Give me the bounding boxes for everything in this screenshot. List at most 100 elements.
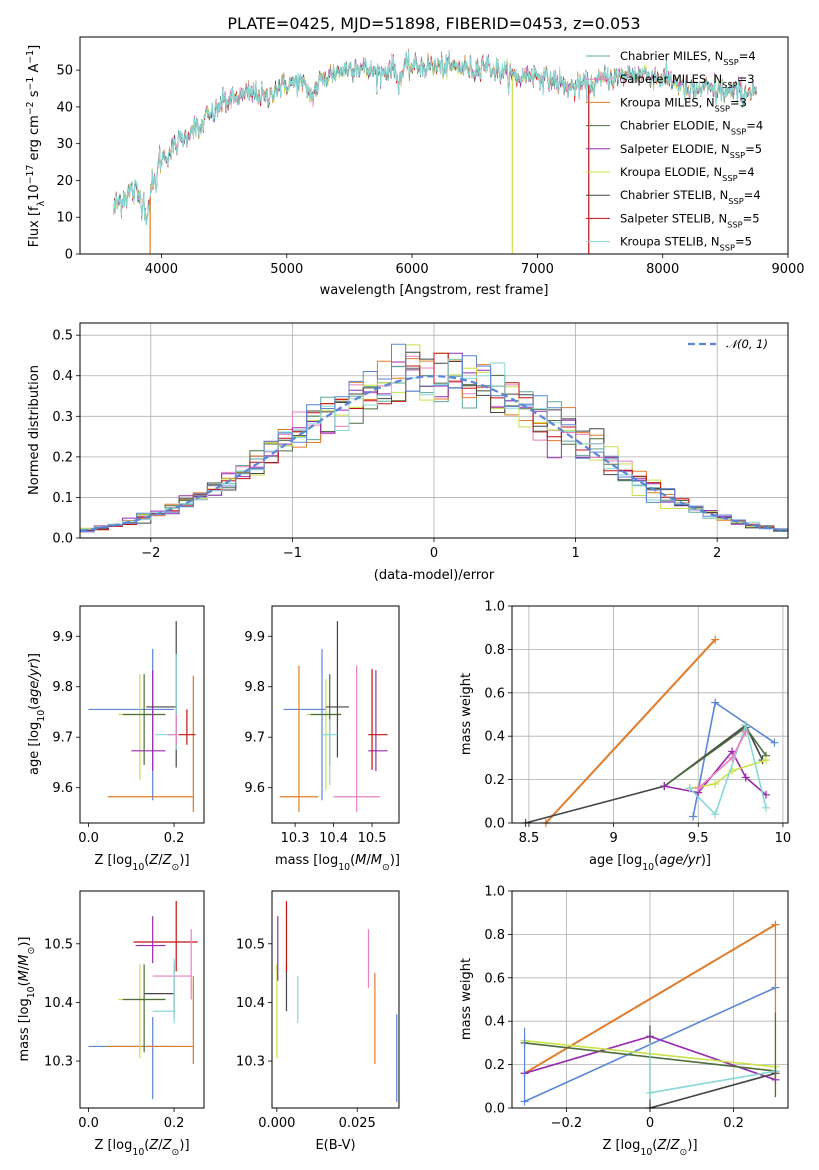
errorbar-point: [167, 714, 177, 745]
plot-layer: 4000 5000 6000 7000 8000 900001020304050wavel…: [17, 36, 805, 1158]
histogram-step: [80, 343, 788, 533]
errorbar-point: [178, 709, 196, 745]
legend-entry: Kroupa ELODIE, NSSP=4: [620, 165, 755, 183]
spectrum-axes: 4000 5000 6000 7000 8000 9000 0 10 20 30 40 50: [56, 64, 804, 277]
axis-label: age [log10(age/yr)]: [589, 853, 711, 873]
errorbar-point: [118, 674, 162, 781]
errorbar-point: [144, 964, 175, 1018]
weight_vs_age-axes: 8.5 9 9.5 10 0.0 0.2 0.4 0.6 0.8 1.0: [484, 600, 791, 847]
errorbar-point: [107, 675, 194, 812]
y-tick-label: 9.7: [244, 731, 265, 746]
axis-label: mass [log10(M/M⊙)]: [17, 937, 37, 1062]
y-tick-label: 9.9: [52, 630, 73, 645]
y-tick-label: 9.9: [244, 630, 265, 645]
x-tick-label: 8000: [646, 262, 679, 277]
y-tick-label: 40: [56, 100, 73, 115]
y-tick-label: 0.4: [52, 369, 73, 384]
histogram-frame: [79, 322, 789, 539]
y-axis-label: mass weight: [459, 958, 474, 1040]
x-tick-label: 10.4: [319, 831, 348, 846]
y-tick-label: 0.3: [52, 410, 73, 425]
y-tick-label: 0.2: [484, 1058, 505, 1073]
y-tick-label: 30: [56, 137, 73, 152]
errorbar-point: [135, 916, 166, 964]
y-tick-label: 1.0: [484, 600, 505, 615]
y-tick-label: 10.3: [236, 1055, 265, 1070]
y-tick-label: 0.0: [484, 1102, 505, 1117]
y-tick-label: 10.3: [44, 1055, 73, 1070]
x-tick-label: 0.0: [78, 831, 99, 846]
y-tick-label: 10.5: [236, 937, 265, 952]
mass_vs_ebv-frame: [271, 890, 400, 1109]
y-tick-label: 0.4: [484, 730, 505, 745]
legend-entry: 𝒩(0, 1): [726, 337, 768, 351]
errorbar-point: [122, 674, 166, 765]
gaussian-curve: [79, 375, 789, 532]
y-tick-label: 50: [56, 64, 73, 79]
x-tick-label: 0: [430, 546, 438, 561]
errorbar-point: [152, 958, 175, 1023]
weight-series: [646, 1067, 780, 1097]
weight-series: [694, 727, 750, 793]
age_vs_Z-axes: 0.0 0.2 9.6 9.7 9.8 9.9: [52, 630, 184, 846]
y-tick-label: 0: [65, 248, 73, 263]
mass_vs_Z-axes: 0.0 0.2 10.3 10.4 10.5: [44, 937, 184, 1131]
legend-entry: Salpeter ELODIE, NSSP=5: [620, 142, 762, 160]
errorbar-point: [333, 665, 380, 812]
x-axis-label: Z [log10(Z/Z⊙)]: [94, 853, 189, 873]
x-tick-label: 7000: [521, 262, 554, 277]
errorbar-point: [154, 653, 177, 750]
x-tick-label: 0: [646, 1116, 654, 1131]
errorbar-point: [146, 621, 177, 768]
x-tick-label: 10.3: [281, 831, 310, 846]
age_vs_mass-frame: [271, 605, 400, 824]
spectrum-frame: [79, 36, 789, 255]
y-tick-label: 9.8: [244, 680, 265, 695]
weight-series: [689, 698, 779, 821]
axis-label: mass [log10(M/M⊙)]: [275, 853, 400, 873]
x-tick-label: 0.2: [723, 1116, 744, 1131]
legend-entry: Chabrier MILES, NSSP=4: [620, 49, 756, 67]
legend-entry: Kroupa MILES, NSSP=3: [620, 95, 747, 113]
y-tick-label: 10.5: [44, 937, 73, 952]
x-tick-label: 9: [609, 831, 617, 846]
y-tick-label: 20: [56, 174, 73, 189]
weight-series: [541, 635, 720, 827]
x-tick-label: 10: [775, 831, 792, 846]
y-tick-label: 10.4: [44, 996, 73, 1011]
x-tick-label: 5000: [270, 262, 303, 277]
figure-title: PLATE=0425, MJD=51898, FIBERID=0453, z=0…: [227, 14, 640, 33]
y-tick-label: 9.6: [52, 781, 73, 796]
x-tick-label: 6000: [396, 262, 429, 277]
errorbar-point: [368, 670, 388, 772]
x-tick-label: 0.025: [339, 1116, 376, 1131]
age_vs_Z-frame: [79, 605, 205, 824]
weight-series: [521, 721, 767, 827]
legend-entry: Chabrier ELODIE, NSSP=4: [620, 119, 763, 137]
x-tick-label: 8.5: [519, 831, 540, 846]
weight-line: [649, 1072, 776, 1109]
y-axis-label: mass weight: [459, 673, 474, 755]
y-tick-label: 0.2: [484, 773, 505, 788]
errorbar-point: [279, 665, 319, 812]
weight-line: [525, 724, 764, 824]
x-tick-label: 9.5: [688, 831, 709, 846]
weight_vs_Z-frame: [511, 890, 789, 1109]
x-axis-label: Z [log10(Z/Z⊙)]: [602, 1138, 697, 1158]
y-tick-label: 0.2: [52, 450, 73, 465]
spectrum-line: [113, 50, 758, 226]
y-tick-label: 10.4: [236, 996, 265, 1011]
errorbar-point: [107, 976, 194, 1065]
y-axis-label: Normed distribution: [27, 365, 42, 495]
x-tick-label: 0.000: [258, 1116, 295, 1131]
weight-line: [689, 722, 767, 816]
y-tick-label: 1.0: [484, 885, 505, 900]
x-tick-label: −2: [141, 546, 160, 561]
weight-series: [685, 721, 770, 819]
y-tick-label: 0.8: [484, 928, 505, 943]
x-tick-label: 2: [713, 546, 721, 561]
errorbar-point: [322, 719, 338, 786]
weight-line: [523, 923, 777, 1075]
y-tick-label: 0.8: [484, 643, 505, 658]
